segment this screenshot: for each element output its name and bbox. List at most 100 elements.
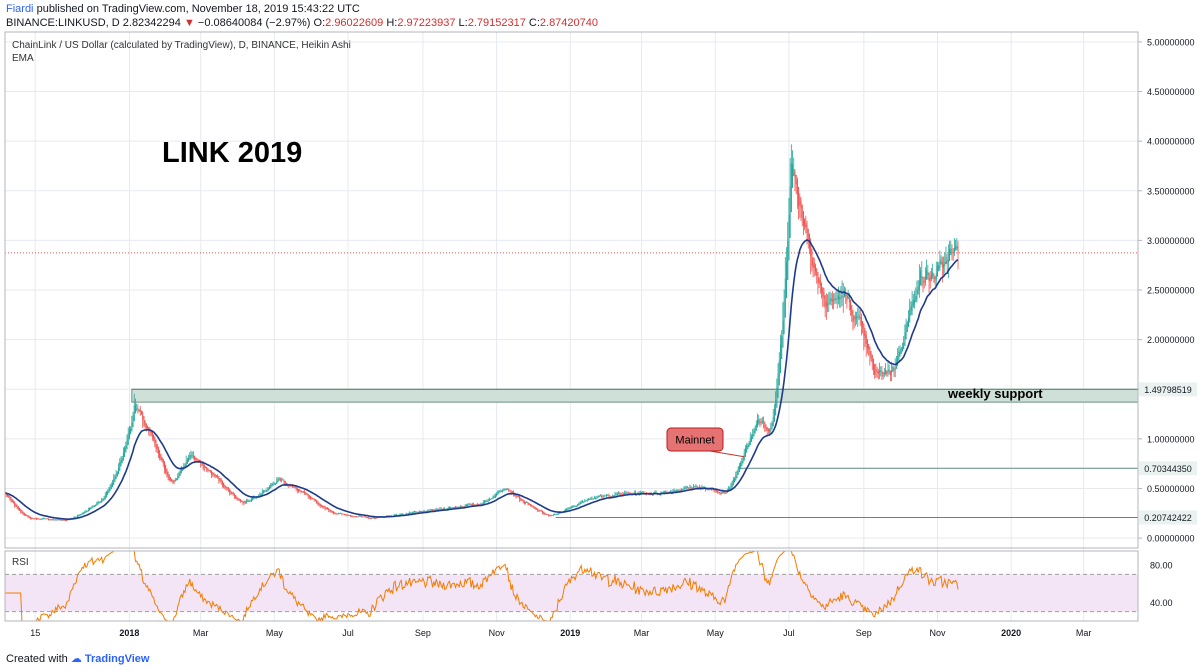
candle bbox=[66, 520, 68, 522]
annotation-title[interactable]: LINK 2019 bbox=[162, 137, 302, 169]
candle bbox=[481, 503, 483, 505]
candle bbox=[772, 417, 774, 427]
candle bbox=[461, 506, 463, 508]
candle bbox=[253, 497, 255, 500]
candle bbox=[250, 499, 252, 501]
candle bbox=[936, 265, 938, 277]
candle bbox=[888, 369, 890, 372]
candle bbox=[807, 228, 809, 239]
author-link[interactable]: Fiardi bbox=[6, 3, 34, 15]
candle bbox=[91, 506, 93, 509]
candle bbox=[626, 492, 628, 494]
candle bbox=[156, 443, 158, 450]
mainnet-callout[interactable]: Mainnet bbox=[666, 427, 745, 458]
candle bbox=[862, 320, 864, 328]
candle bbox=[233, 493, 235, 497]
level-label-box bbox=[1139, 461, 1197, 476]
candle bbox=[355, 516, 357, 518]
candle bbox=[273, 483, 275, 485]
mainnet-bubble[interactable] bbox=[666, 427, 724, 452]
candle bbox=[9, 495, 11, 499]
candle bbox=[876, 370, 878, 372]
candle bbox=[85, 510, 87, 513]
candle bbox=[298, 489, 300, 491]
candle bbox=[490, 499, 492, 500]
candle bbox=[33, 518, 35, 519]
candle bbox=[686, 487, 688, 489]
candle bbox=[794, 172, 796, 178]
candle bbox=[886, 371, 888, 374]
candle bbox=[35, 518, 37, 520]
candle bbox=[579, 502, 581, 505]
candle bbox=[429, 509, 431, 511]
candle bbox=[721, 492, 723, 494]
candle bbox=[220, 479, 222, 482]
candle bbox=[510, 490, 512, 493]
candle bbox=[358, 515, 360, 517]
candle bbox=[46, 518, 48, 520]
candle bbox=[740, 462, 742, 470]
x-tick-label: 2018 bbox=[119, 628, 139, 638]
down-arrow-icon: ▼ bbox=[183, 17, 195, 29]
chart-svg[interactable]: 0.000000000.500000001.000000001.50000000… bbox=[0, 0, 1200, 650]
candle bbox=[196, 458, 198, 461]
candle bbox=[744, 448, 746, 457]
candle bbox=[267, 488, 269, 491]
candle bbox=[295, 486, 297, 489]
candle bbox=[798, 186, 800, 206]
candle bbox=[38, 518, 40, 520]
candle bbox=[752, 434, 754, 439]
candle bbox=[945, 256, 947, 265]
candle bbox=[306, 493, 308, 495]
candle bbox=[932, 272, 934, 277]
candle bbox=[162, 458, 164, 464]
candle bbox=[630, 493, 632, 494]
candle bbox=[633, 492, 635, 494]
candle bbox=[926, 270, 928, 280]
candle bbox=[763, 421, 765, 423]
candle bbox=[114, 476, 116, 482]
candle bbox=[331, 510, 333, 513]
x-tick-label: Mar bbox=[634, 628, 650, 638]
candle bbox=[418, 511, 420, 513]
candle bbox=[401, 514, 403, 516]
candle bbox=[830, 298, 832, 301]
candle bbox=[169, 477, 171, 481]
candle bbox=[858, 315, 860, 318]
candle bbox=[595, 497, 597, 499]
candle bbox=[731, 483, 733, 488]
candle bbox=[79, 514, 81, 516]
rsi-line bbox=[5, 550, 959, 623]
candle bbox=[900, 349, 902, 354]
support-label[interactable]: weekly support bbox=[947, 386, 1043, 401]
candle bbox=[614, 494, 616, 497]
candle bbox=[730, 485, 732, 490]
footer-prefix: Created with bbox=[6, 653, 68, 665]
candle bbox=[613, 495, 615, 497]
time-axis[interactable]: 15 2018 Mar May Jul Sep Nov 2019 Mar May Jul Sep Nov… bbox=[30, 628, 1091, 638]
candle bbox=[8, 495, 10, 497]
candle bbox=[532, 505, 534, 507]
candle bbox=[792, 164, 794, 188]
candle bbox=[607, 495, 609, 496]
candle bbox=[275, 483, 277, 485]
candle bbox=[49, 519, 51, 520]
candle bbox=[283, 479, 285, 483]
candle bbox=[40, 519, 42, 520]
candle bbox=[261, 491, 263, 495]
candle bbox=[619, 493, 621, 495]
candle bbox=[746, 445, 748, 453]
candle bbox=[351, 515, 353, 517]
candle bbox=[766, 427, 768, 431]
candle bbox=[340, 513, 342, 515]
candle bbox=[279, 479, 281, 481]
candle bbox=[548, 514, 550, 516]
candle bbox=[817, 272, 819, 283]
candle bbox=[769, 429, 771, 432]
footer-brand[interactable]: TradingView bbox=[84, 653, 150, 665]
candle bbox=[571, 507, 572, 509]
candle bbox=[779, 344, 781, 374]
x-tick-label: Mar bbox=[193, 628, 209, 638]
rsi-axis[interactable]: 40.00 80.00 bbox=[1150, 561, 1173, 608]
candle bbox=[760, 422, 762, 424]
